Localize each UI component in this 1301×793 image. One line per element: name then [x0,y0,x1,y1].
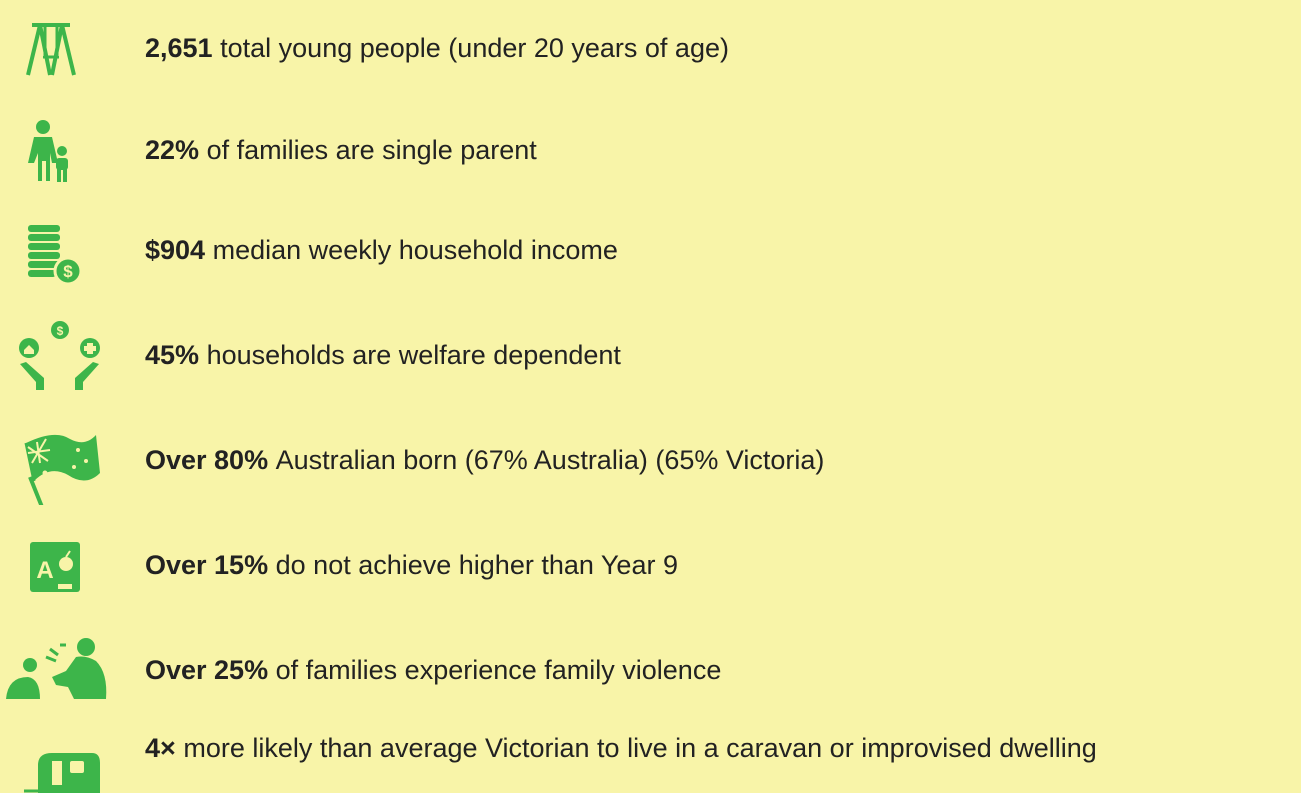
item-text: 45% households are welfare dependent [145,310,621,400]
coins-icon: $ [28,225,83,286]
item-row: Over 25% of families experience family vi… [0,625,1301,715]
item-text: $904 median weekly household income [145,205,618,295]
item-row: $ $904 median weekly household income [0,205,1301,295]
parent-child-icon [28,120,68,182]
item-bold: $904 [145,235,206,265]
item-bold: 2,651 [145,33,213,63]
item-rest: do not achieve higher than Year 9 [275,550,678,580]
item-bold: Over 80% [145,445,269,475]
item-row: 22% of families are single parent [0,105,1301,195]
flag-icon [24,434,100,505]
item-rest: more likely than average Victorian to li… [183,733,1097,763]
item-row: 4× more likely than average Victorian to … [0,703,1301,793]
item-text: Over 15% do not achieve higher than Year … [145,520,678,610]
caravan-icon [24,753,100,793]
item-text: 4× more likely than average Victorian to … [145,703,1097,793]
item-text: 22% of families are single parent [145,105,537,195]
item-row: A Over 15% do not achieve higher than Yea… [0,520,1301,610]
item-bold: 45% [145,340,200,370]
item-text: 2,651 total young people (under 20 years … [145,3,729,93]
svg-text:$: $ [63,262,73,281]
item-row: Over 80% Australian born (67% Australia) … [0,415,1301,505]
school-icon: A [30,542,80,592]
svg-text:$: $ [57,324,64,338]
item-rest: of families experience family violence [275,655,722,685]
item-rest: households are welfare dependent [206,340,621,370]
item-rest: Australian born (67% Australia) (65% Vic… [275,445,825,475]
item-bold: Over 15% [145,550,269,580]
item-bold: Over 25% [145,655,269,685]
item-rest: median weekly household income [212,235,618,265]
item-bold: 22% [145,135,200,165]
violence-icon [6,638,107,699]
swing-icon [26,23,76,76]
item-text: Over 80% Australian born (67% Australia) … [145,415,824,505]
svg-text:A: A [36,557,53,584]
item-row: 2,651 total young people (under 20 years … [0,3,1301,93]
item-text: Over 25% of families experience family vi… [145,625,721,715]
item-bold: 4× [145,733,176,763]
welfare-icon: $ [19,321,100,390]
item-row: $ 45% households are welfare dependent [0,310,1301,400]
item-rest: total young people (under 20 years of ag… [220,33,729,63]
item-rest: of families are single parent [206,135,537,165]
